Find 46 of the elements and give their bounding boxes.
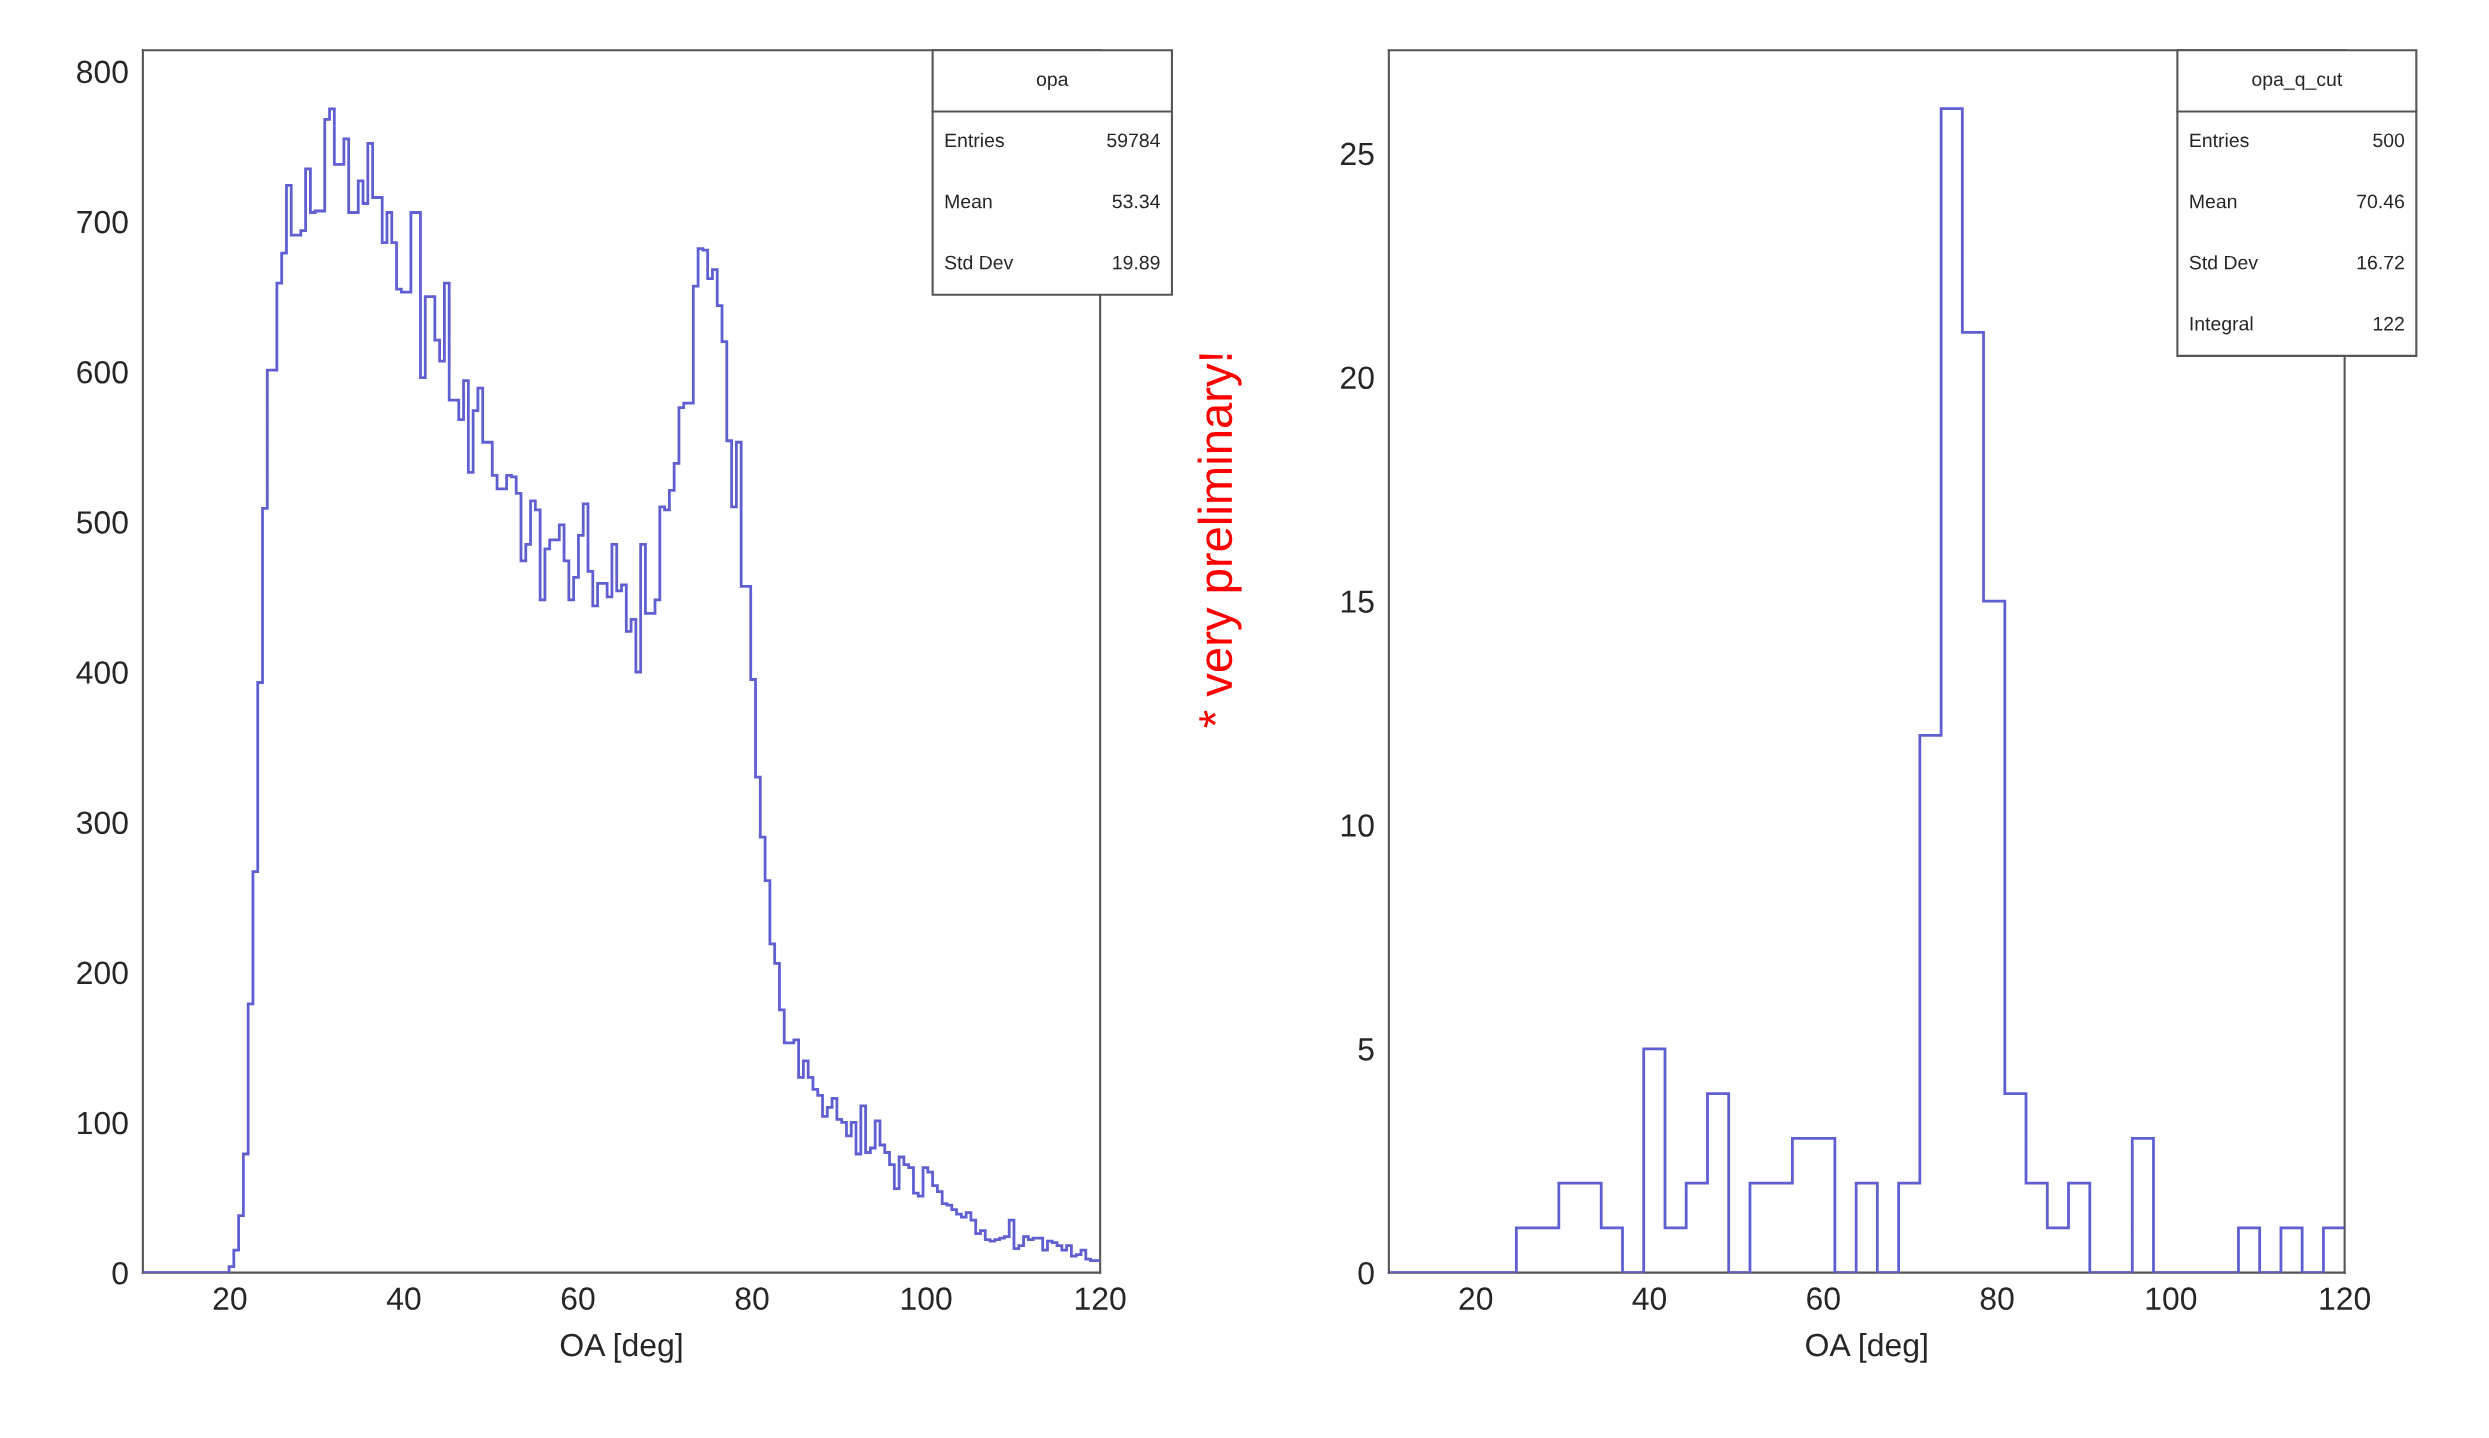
x-tick-label: 20 [1459, 1287, 1493, 1310]
x-tick-label: 20 [213, 1287, 247, 1310]
x-tick-label: 40 [1632, 1287, 1667, 1310]
y-tick-label: 700 [77, 210, 128, 234]
x-axis-title: OA [deg] [1806, 1332, 1927, 1363]
y-tick-label: 5 [1358, 1038, 1374, 1061]
text: 70.46 [2357, 194, 2404, 209]
y-tick-label: 15 [1341, 590, 1374, 613]
x-tick-label: 100 [901, 1287, 952, 1310]
x-tick-label: 40 [386, 1287, 421, 1310]
y-tick-label: 500 [76, 511, 128, 534]
y-tick-label: 0 [112, 1261, 128, 1285]
annotation: Std Dev [2189, 255, 2258, 270]
x-tick-label: 80 [1980, 1287, 2014, 1310]
y-tick-label: 600 [77, 360, 128, 384]
y-tick-label: 25 [1341, 142, 1374, 166]
x-tick-label: 120 [2320, 1287, 2371, 1310]
annotation: Mean [2190, 194, 2237, 209]
annotation: Entries [945, 132, 1004, 148]
y-tick-label: 100 [78, 1111, 128, 1135]
text: 122 [2373, 316, 2404, 331]
y-tick-label: 20 [1341, 366, 1374, 390]
x-tick-label: 100 [2146, 1287, 2197, 1310]
text: 19.89 [1113, 255, 1160, 270]
y-tick-label: 300 [76, 811, 128, 835]
y-tick-label: 400 [76, 661, 128, 684]
x-tick-label: 60 [561, 1287, 595, 1310]
y-tick-label: 200 [77, 961, 128, 985]
annotation: opa [1036, 75, 1069, 90]
annotation: opa_q_cut [2252, 73, 2343, 90]
y-tick-label: 800 [77, 60, 128, 84]
x-tick-label: 120 [1075, 1287, 1126, 1310]
x-tick-label: 80 [735, 1287, 769, 1310]
text: 53.34 [1112, 194, 1160, 209]
x-axis-title: OA [deg] [560, 1332, 682, 1363]
annotation: Entries [2190, 132, 2249, 148]
text: 500 [2373, 133, 2405, 148]
text: 16.72 [2357, 255, 2404, 270]
annotation: Mean [945, 194, 992, 209]
y-tick-label: 0 [1358, 1261, 1374, 1285]
x-tick-label: 60 [1807, 1287, 1840, 1310]
annotation: Integral [2190, 316, 2253, 335]
text: 59784 [1107, 133, 1160, 148]
y-tick-label: 10 [1341, 814, 1374, 837]
annotation: Std Dev [944, 255, 1014, 270]
text: * very preliminary! [1197, 354, 1242, 728]
